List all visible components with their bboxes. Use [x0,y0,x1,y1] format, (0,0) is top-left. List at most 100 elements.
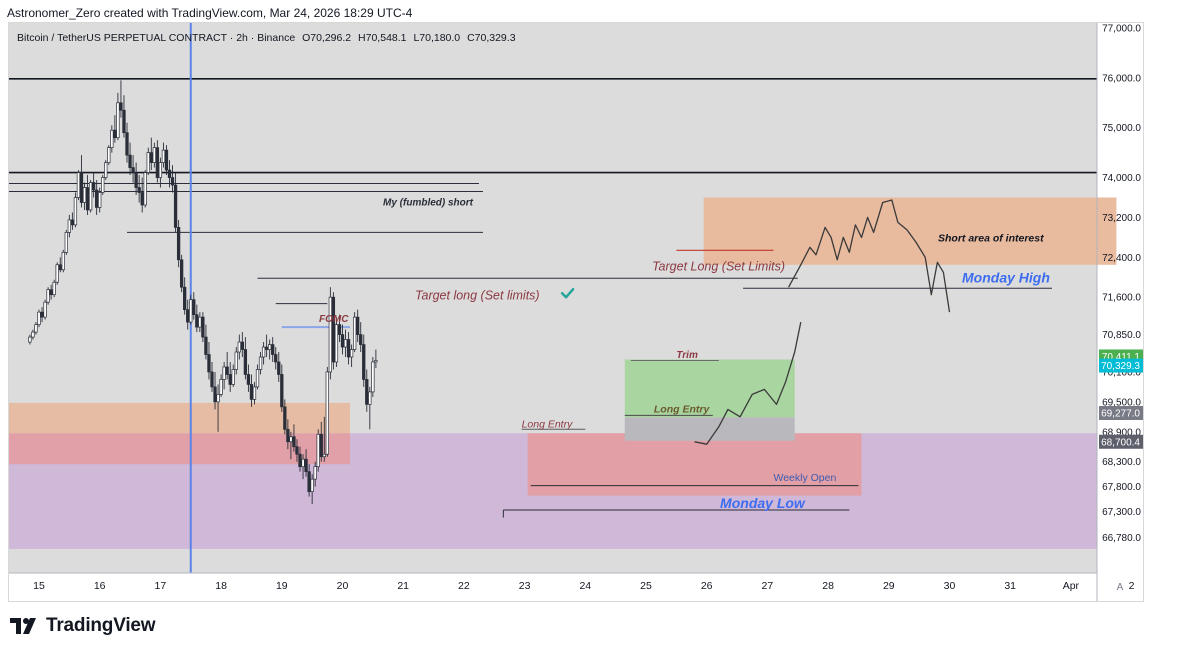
y-tick-label: 70,850.0 [1102,330,1141,341]
candle-body [368,391,372,405]
candle-body [228,374,232,385]
y-tick-label: 68,300.0 [1102,457,1141,468]
annotation-label: My (fumbled) short [383,197,474,208]
candle-body [295,446,299,455]
candle-body [280,374,284,408]
y-tick-label: 74,000.0 [1102,173,1141,184]
price-label-badge [1099,434,1143,449]
annotation-label: Trim [676,350,698,361]
candle-body [365,379,369,405]
candle-body [371,361,375,393]
ohlc-close: C70,329.3 [467,32,516,44]
candle-body [107,147,111,163]
y-tick-label: 71,600.0 [1102,293,1141,304]
candle-body [85,187,90,211]
candle-body [277,361,281,375]
candle-body [234,351,238,370]
annotation-label: Long Entry [654,403,711,415]
y-tick-label: 72,400.0 [1102,253,1141,264]
x-tick-label: 21 [397,580,409,592]
projection-layer [560,199,951,445]
candle-body [70,219,75,226]
candle-body [219,379,223,395]
candle-body [52,281,56,296]
candle-body [249,384,254,400]
candle-body [34,324,38,333]
candle-body [73,197,78,226]
candle-body [170,177,175,186]
tradingview-wordmark: TradingView [46,615,156,636]
candle-body [64,232,68,253]
x-tick-label: 2 [1129,580,1135,592]
candle-body [307,471,311,492]
annotation-label: Monday High [962,270,1050,286]
candle-body [313,466,317,480]
x-tick-label: 31 [1004,580,1016,592]
candle-body [143,172,147,206]
candle-body [261,346,266,358]
candle-body [137,187,141,193]
x-tick-label: 15 [33,580,45,592]
candle-body [49,289,53,296]
y-tick-label: 69,500.0 [1102,397,1141,408]
symbol-header: Bitcoin / TetherUS PERPETUAL CONTRACT · … [17,32,516,44]
ohlc-high: H70,548.1 [358,32,407,44]
x-tick-label: 22 [458,580,470,592]
x-tick-label: 23 [519,580,531,592]
x-tick-label: 18 [215,580,227,592]
candle-body [210,371,214,388]
auto-scale-button[interactable]: A [1117,582,1124,593]
candle-body [61,251,65,271]
candle-body [343,339,348,348]
candle-body [31,331,35,338]
candle-body [231,369,235,385]
candle-body [186,309,190,323]
candle-body [104,162,108,178]
candle-body [98,192,102,208]
candle-body [91,182,96,191]
candle-body [167,169,172,178]
candle-body [128,154,132,168]
chart-frame[interactable]: My (fumbled) short Short area of interest… [8,22,1144,602]
candle-body [240,341,244,350]
candle-body [179,259,184,288]
candle-body [43,301,47,318]
candle-body [222,366,226,380]
candle-body [110,129,114,148]
price-label-text: 70,329.3 [1101,361,1140,372]
candle-body [337,324,342,335]
candle-body [298,453,302,468]
candle-body [274,354,278,363]
annotation-label: Short area of interest [938,232,1044,244]
candle-body [116,102,120,139]
left-orange-zone [9,402,350,434]
x-tick-label: 27 [762,580,774,592]
candle-body [322,453,326,458]
price-chart[interactable]: My (fumbled) short Short area of interest… [9,23,1143,601]
x-tick-label: Apr [1063,580,1080,592]
y-tick-label: 68,900.0 [1102,427,1141,438]
symbol-name: Bitcoin / TetherUS PERPETUAL CONTRACT · … [17,32,295,44]
candle-body [310,478,314,492]
candle-body [158,162,163,178]
candle-body [198,316,202,328]
candle-body [207,354,211,373]
annotation-label: Target Long (Set Limits) [652,259,785,273]
price-label-badge [1099,405,1143,420]
candle-body [55,264,59,283]
y-tick-label: 66,780.0 [1102,533,1141,544]
candle-body [164,149,169,171]
y-tick-label: 77,000.0 [1102,24,1141,35]
candle-body [195,314,199,328]
x-tick-label: 20 [337,580,349,592]
annotation-label: Long Entry [522,418,574,430]
monday-low-red-zone [527,433,862,496]
candle-body [82,187,87,203]
candle-body [356,316,360,335]
annotation-label: FOMC [319,314,349,325]
tradingview-logo[interactable]: TradingView [10,615,156,637]
candle-body [88,182,93,211]
candle-body [292,436,296,448]
candle-body [268,344,272,350]
candle-body [319,433,323,458]
